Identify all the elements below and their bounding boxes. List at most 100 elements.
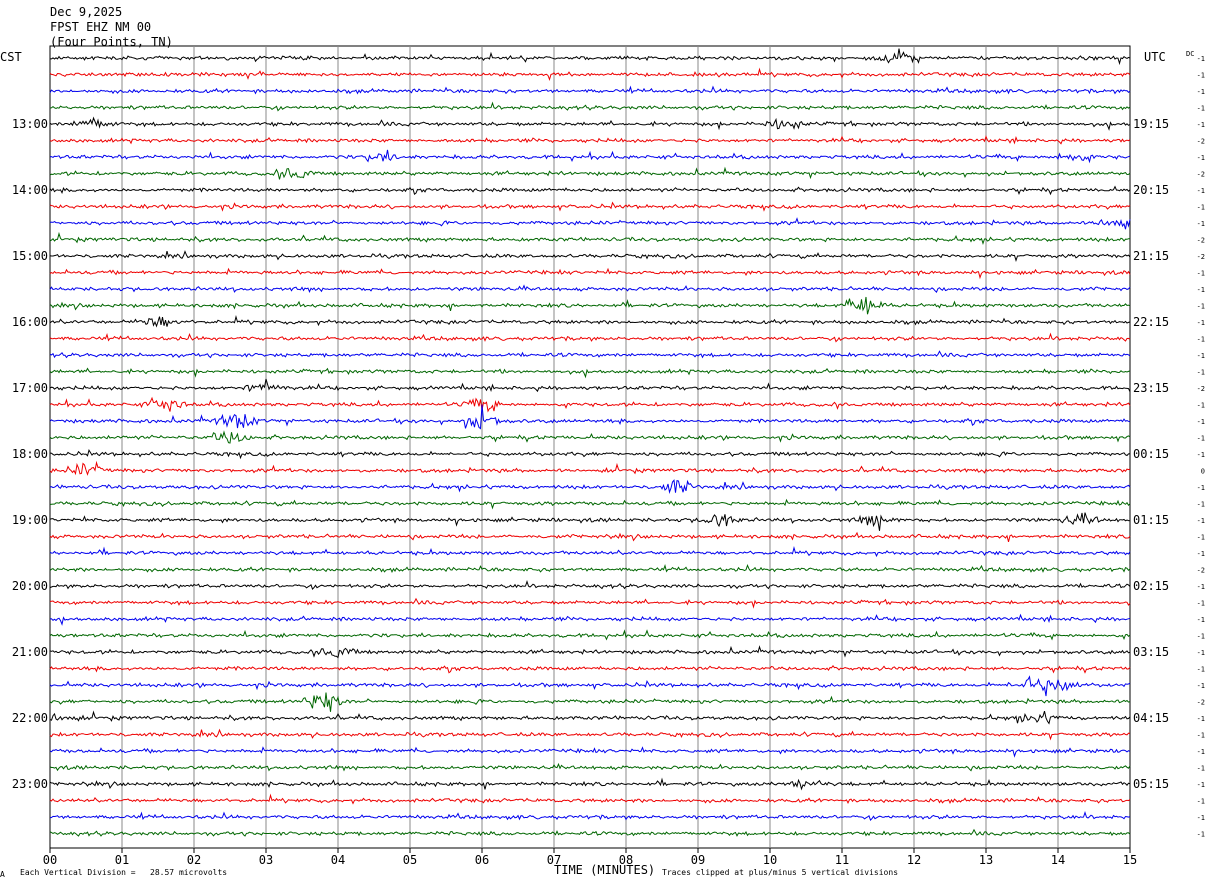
left-hour-label: 23:00 bbox=[12, 777, 48, 791]
right-hour-label: 03:15 bbox=[1133, 645, 1169, 659]
trace-line bbox=[49, 811, 1131, 822]
trace-line bbox=[49, 613, 1131, 626]
minute-grid bbox=[49, 45, 1131, 849]
trace-line bbox=[49, 692, 1131, 712]
trace-line bbox=[49, 710, 1131, 725]
division-note: Each Vertical Division = 28.57 microvolt… bbox=[20, 868, 228, 877]
trace-line bbox=[49, 498, 1131, 510]
trace-line bbox=[49, 777, 1131, 791]
trace-line bbox=[49, 284, 1131, 293]
right-hour-label: 05:15 bbox=[1133, 777, 1169, 791]
trace-line bbox=[49, 231, 1130, 246]
trace-line bbox=[49, 296, 1131, 315]
axis-labels: 00 01 02 03 04 05 06 07 08 09 10 11 12 13 14 15 -1 -1 -1 -1… bbox=[12, 55, 1205, 867]
trace-line bbox=[49, 645, 1131, 659]
dc-offset-label: -1 bbox=[1197, 633, 1205, 641]
trace-line bbox=[49, 580, 1131, 591]
dc-offset-label: 0 bbox=[1201, 468, 1205, 476]
x-tick-label: 05 bbox=[403, 853, 417, 867]
dc-offset-label: -1 bbox=[1197, 88, 1205, 96]
trace-line bbox=[50, 48, 1131, 66]
dc-offset-label: -1 bbox=[1197, 451, 1205, 459]
dc-offset-label: -1 bbox=[1197, 204, 1205, 212]
x-tick-label: 12 bbox=[907, 853, 921, 867]
x-tick-label: 07 bbox=[547, 853, 561, 867]
trace-line bbox=[49, 201, 1131, 212]
trace-line bbox=[49, 116, 1131, 131]
trace-line bbox=[49, 746, 1131, 758]
dc-offset-label: -1 bbox=[1197, 72, 1205, 80]
trace-line bbox=[49, 267, 1131, 280]
trace-line bbox=[49, 531, 1131, 543]
dc-offset-label: -2 bbox=[1197, 567, 1205, 575]
x-tick-label: 10 bbox=[763, 853, 777, 867]
dc-offset-label: -2 bbox=[1197, 237, 1205, 245]
x-tick-label: 14 bbox=[1051, 853, 1065, 867]
trace-line bbox=[49, 430, 1131, 444]
dc-offset-label: -1 bbox=[1197, 682, 1205, 690]
dc-offset-label: -1 bbox=[1197, 484, 1205, 492]
dc-offset-label: -1 bbox=[1197, 121, 1205, 129]
left-hour-label: 13:00 bbox=[12, 117, 48, 131]
x-tick-label: 02 bbox=[187, 853, 201, 867]
x-tick-label: 00 bbox=[43, 853, 57, 867]
left-hour-label: 16:00 bbox=[12, 315, 48, 329]
dc-offset-label: -2 bbox=[1197, 699, 1205, 707]
right-hour-label: 01:15 bbox=[1133, 513, 1169, 527]
x-tick-label: 01 bbox=[115, 853, 129, 867]
trace-line bbox=[49, 675, 1131, 697]
trace-line bbox=[49, 367, 1131, 379]
dc-offset-label: -1 bbox=[1197, 418, 1205, 426]
x-tick-label: 06 bbox=[475, 853, 489, 867]
right-hour-label: 02:15 bbox=[1133, 579, 1169, 593]
dc-offset-label: -1 bbox=[1197, 220, 1205, 228]
dc-offset-label: -1 bbox=[1197, 616, 1205, 624]
trace-line bbox=[49, 149, 1131, 164]
trace-line bbox=[49, 828, 1131, 837]
x-tick-label: 08 bbox=[619, 853, 633, 867]
dc-offset-label: -1 bbox=[1197, 748, 1205, 756]
trace-line bbox=[49, 460, 1131, 476]
trace-line bbox=[49, 396, 1131, 413]
trace-line bbox=[49, 793, 1131, 805]
right-timezone-label: UTC bbox=[1144, 50, 1166, 64]
trace-line bbox=[49, 448, 1131, 460]
left-hour-label: 21:00 bbox=[12, 645, 48, 659]
dc-offset-label: -1 bbox=[1197, 270, 1205, 278]
left-hour-label: 15:00 bbox=[12, 249, 48, 263]
x-tick-label: 09 bbox=[691, 853, 705, 867]
dc-header-label: DC bbox=[1186, 50, 1195, 58]
trace-line bbox=[49, 101, 1131, 112]
dc-offset-label: -2 bbox=[1197, 253, 1205, 261]
clip-note: Traces clipped at plus/minus 5 vertical … bbox=[662, 868, 899, 877]
dc-offset-label: -1 bbox=[1197, 649, 1205, 657]
trace-line bbox=[49, 479, 1131, 494]
left-hour-label: 22:00 bbox=[12, 711, 48, 725]
dc-offset-label: -1 bbox=[1197, 501, 1205, 509]
dc-offset-label: -1 bbox=[1197, 798, 1205, 806]
trace-line bbox=[49, 762, 1131, 772]
footer-mark: A bbox=[0, 870, 5, 879]
dc-offset-label: -2 bbox=[1197, 138, 1205, 146]
plot-frame bbox=[49, 45, 1131, 849]
dc-offset-label: -1 bbox=[1197, 732, 1205, 740]
left-hour-label: 19:00 bbox=[12, 513, 48, 527]
right-hour-label: 22:15 bbox=[1133, 315, 1169, 329]
trace-line bbox=[49, 250, 1131, 263]
trace-line bbox=[49, 512, 1131, 531]
trace-line bbox=[49, 135, 1131, 145]
dc-offset-label: -1 bbox=[1197, 715, 1205, 723]
x-tick-label: 04 bbox=[331, 853, 345, 867]
right-hour-label: 00:15 bbox=[1133, 447, 1169, 461]
dc-offset-label: -1 bbox=[1197, 814, 1205, 822]
dc-offset-label: -1 bbox=[1197, 831, 1205, 839]
right-hour-label: 19:15 bbox=[1133, 117, 1169, 131]
dc-offset-label: -1 bbox=[1197, 55, 1205, 63]
trace-line bbox=[49, 350, 1131, 359]
right-hour-label: 04:15 bbox=[1133, 711, 1169, 725]
left-hour-label: 14:00 bbox=[12, 183, 48, 197]
dc-offset-label: -1 bbox=[1197, 187, 1205, 195]
dc-offset-label: -1 bbox=[1197, 303, 1205, 311]
trace-line bbox=[49, 728, 1131, 741]
trace-line bbox=[49, 315, 1131, 328]
